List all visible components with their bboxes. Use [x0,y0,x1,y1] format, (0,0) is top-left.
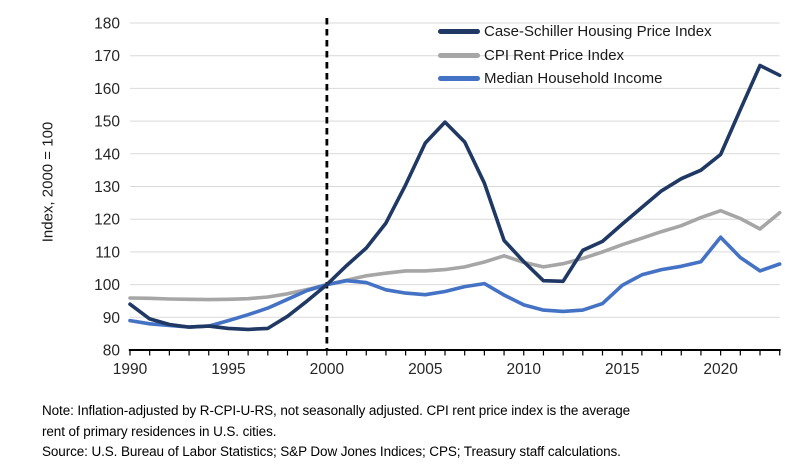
legend-label: Case-Schiller Housing Price Index [484,23,712,41]
x-tick-label-1995: 1995 [211,361,245,378]
series-line-cpi-rent-price-index [128,208,782,302]
x-tick-label-2000: 2000 [310,361,345,378]
y-tick-label-170: 170 [94,48,120,65]
legend-item-cpi-rent: CPI Rent Price Index [438,44,712,68]
chart-notes: Note: Inflation-adjusted by R-CPI-U-RS, … [0,390,802,463]
note-line-1: Note: Inflation-adjusted by R-CPI-U-RS, … [42,403,631,418]
x-tick-label-2015: 2015 [605,361,639,378]
legend-label: Median Household Income [484,70,663,88]
y-tick-label-80: 80 [103,343,121,360]
y-tick-label-120: 120 [94,212,120,229]
series-line-median-household-income [128,235,782,329]
y-tick-label-100: 100 [94,277,120,294]
y-tick-label-110: 110 [95,244,120,261]
x-tick-label-2020: 2020 [703,361,738,378]
chart-canvas: 80 90 100 110 120 130 140 150 160 170 180 1990 1995 2… [94,16,782,378]
y-axis-title: Index, 2000 = 100 [39,121,57,243]
source-line: Source: U.S. Bureau of Labor Statistics;… [42,444,621,459]
median-income-line-swatch [438,76,480,82]
y-tick-label-140: 140 [94,146,120,163]
case-schiller-line-swatch [438,29,480,35]
y-tick-label-160: 160 [94,81,120,98]
y-tick-label-150: 150 [94,114,120,131]
y-tick-label-90: 90 [103,310,121,327]
legend-label: CPI Rent Price Index [484,46,625,64]
x-tick-label-1990: 1990 [113,361,148,378]
y-tick-label-130: 130 [94,179,120,196]
x-tick-label-2010: 2010 [507,361,542,378]
legend: Case-Schiller Housing Price Index CPI Re… [438,20,712,91]
legend-item-median-income: Median Household Income [438,67,712,91]
note-line-2: rent of primary residences in U.S. citie… [42,423,277,439]
line-chart: 80 90 100 110 120 130 140 150 160 170 180 1990 1995 2… [39,15,782,378]
y-tick-label-180: 180 [94,16,120,33]
x-tick-label-2005: 2005 [408,361,442,378]
cpi-rent-line-swatch [438,52,480,58]
legend-item-case-schiller: Case-Schiller Housing Price Index [438,20,712,44]
series-line-case-schiller-housing-price-index [128,63,782,332]
